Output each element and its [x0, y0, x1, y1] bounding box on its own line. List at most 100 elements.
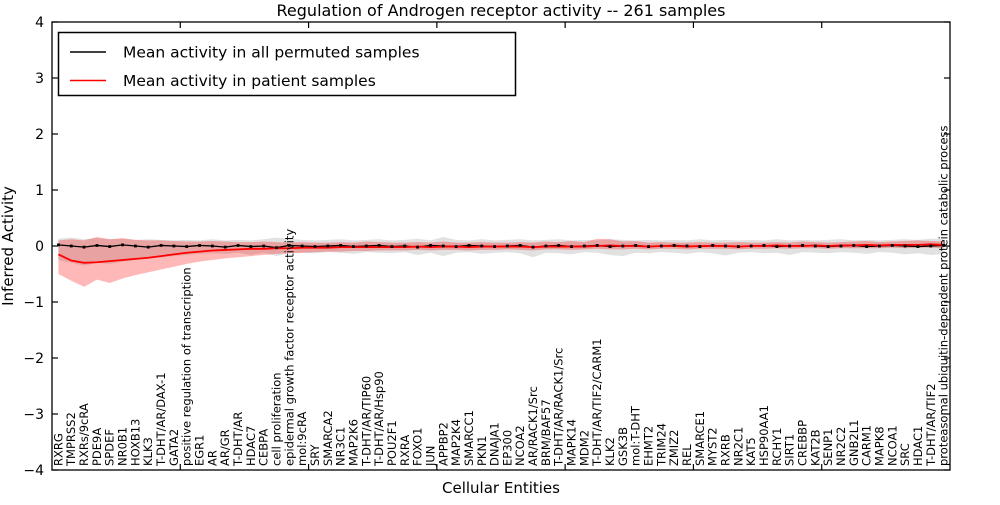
x-category-label: NR0B1 [116, 427, 130, 466]
x-category-label: DNAJA1 [488, 422, 502, 466]
x-category-label: T-DHT/AR/RACK1/Src [552, 348, 566, 467]
data-point-marker [236, 244, 240, 247]
x-category-label: RXRA [398, 435, 412, 466]
x-category-label: PDE9A [90, 428, 104, 466]
data-point-marker [313, 245, 317, 248]
y-axis-label: Inferred Activity [0, 186, 17, 306]
x-category-label: RCHY1 [770, 428, 784, 466]
data-point-marker [621, 244, 625, 248]
legend-label-permuted-samples: Mean activity in all permuted samples [123, 44, 420, 62]
data-point-marker [249, 245, 253, 248]
x-category-label: SPDEF [103, 429, 117, 466]
y-tick-label: 3 [35, 71, 44, 87]
x-category-label: EP300 [500, 430, 514, 466]
x-category-label: NR2C1 [731, 427, 745, 466]
data-point-marker [698, 245, 702, 248]
x-category-label: PKN1 [475, 436, 489, 466]
x-category-label: KLK3 [141, 437, 155, 466]
data-point-marker [185, 245, 189, 248]
x-category-label: KLK2 [603, 437, 617, 466]
data-point-marker [262, 244, 266, 248]
x-category-label: SRC [898, 443, 912, 466]
legend-label-patient-samples: Mean activity in patient samples [123, 72, 376, 90]
x-category-label: REL [680, 444, 694, 466]
x-category-label: EGR1 [193, 435, 207, 467]
data-point-marker [929, 244, 933, 248]
x-category-label: T-DHT/AR/DAX-1 [154, 372, 168, 467]
data-point-marker [659, 244, 663, 248]
x-category-label: cell proliferation [270, 372, 284, 466]
data-point-marker [865, 245, 869, 248]
x-category-label: KAT2B [808, 429, 822, 466]
x-category-label: CARM1 [860, 425, 874, 466]
x-axis-label: Cellular Entities [442, 479, 560, 497]
data-point-marker [377, 244, 381, 247]
data-point-marker [582, 244, 586, 248]
y-tick-label: 2 [35, 127, 44, 143]
x-category-label: MYST2 [706, 427, 720, 466]
x-category-label: T-DHT/AR/TIP60 [359, 376, 373, 467]
data-point-marker [108, 245, 112, 248]
x-category-label: RXRG [51, 433, 65, 466]
y-tick-label: −1 [23, 295, 44, 311]
y-tick-label: 4 [35, 15, 44, 31]
x-category-label: RXRs/9cRA [77, 403, 91, 466]
x-category-label: GSK3B [616, 427, 630, 466]
x-category-label: NCOA2 [513, 425, 527, 466]
x-category-label: NCOA1 [885, 425, 899, 466]
x-category-label: TRIM24 [654, 423, 668, 467]
data-point-marker [916, 245, 920, 248]
permuted-confidence-band [58, 237, 944, 266]
data-point-marker [506, 244, 509, 248]
data-point-marker [352, 245, 355, 248]
data-point-marker [775, 245, 779, 248]
x-category-label: T-DHT/AR/TIF2/CARM1 [590, 338, 604, 467]
x-category-label: HSP90AA1 [757, 405, 771, 466]
plot-frame [51, 21, 951, 471]
x-category-label: AR [205, 450, 219, 466]
x-category-label: NR2C2 [834, 427, 848, 466]
data-point-marker [300, 244, 304, 248]
x-category-label: HDAC7 [244, 426, 258, 466]
data-point-marker [121, 243, 124, 247]
data-point-marker [903, 244, 907, 248]
data-point-marker [724, 244, 727, 248]
data-point-marker [826, 245, 830, 248]
x-category-label: BRM/BAF57 [539, 399, 553, 466]
y-tick-label: −4 [23, 463, 44, 479]
data-point-marker [146, 245, 150, 249]
data-point-marker [159, 244, 163, 247]
x-category-label: MAP2K6 [346, 419, 360, 466]
data-point-marker [339, 244, 343, 247]
data-point-marker [813, 244, 817, 248]
x-category-label: T-DHT/AR/Hsp90 [372, 371, 386, 467]
x-category-label: SMARCC1 [462, 410, 476, 466]
x-category-label: CEBPA [257, 429, 271, 466]
x-category-label: GATA2 [167, 429, 181, 466]
data-point-marker [326, 244, 330, 248]
data-point-marker [95, 244, 99, 247]
data-point-marker [287, 244, 291, 247]
x-category-label: MDM2 [577, 430, 591, 466]
x-category-label: CREBBP [795, 420, 809, 466]
plot-area: 4 3 2 1 0 −1 −2 −3 −4 RXRGTMPRSS2RXRs/9cRAPDE9ASP… [23, 15, 950, 479]
chart-title: Regulation of Androgen receptor activity… [277, 1, 726, 20]
x-category-label: TMPRSS2 [64, 412, 78, 467]
x-category-label: POU2F1 [385, 420, 399, 466]
patient-confidence-band [58, 237, 944, 287]
x-category-label: SIRT1 [783, 434, 797, 466]
y-tick-label: 1 [35, 183, 44, 199]
data-point-marker [942, 244, 945, 247]
data-point-marker [672, 244, 676, 247]
data-point-marker [839, 244, 843, 248]
data-point-marker [711, 244, 715, 247]
x-category-label: HOXB13 [128, 419, 142, 466]
y-tick-label: −3 [23, 407, 44, 423]
x-category-label: MAPK8 [872, 426, 886, 466]
x-category-label: T-DHT/AR/TIF2 [924, 383, 938, 467]
data-point-marker [454, 245, 458, 248]
data-point-marker [570, 245, 573, 248]
data-point-marker [634, 244, 638, 247]
data-point-marker [493, 245, 496, 248]
